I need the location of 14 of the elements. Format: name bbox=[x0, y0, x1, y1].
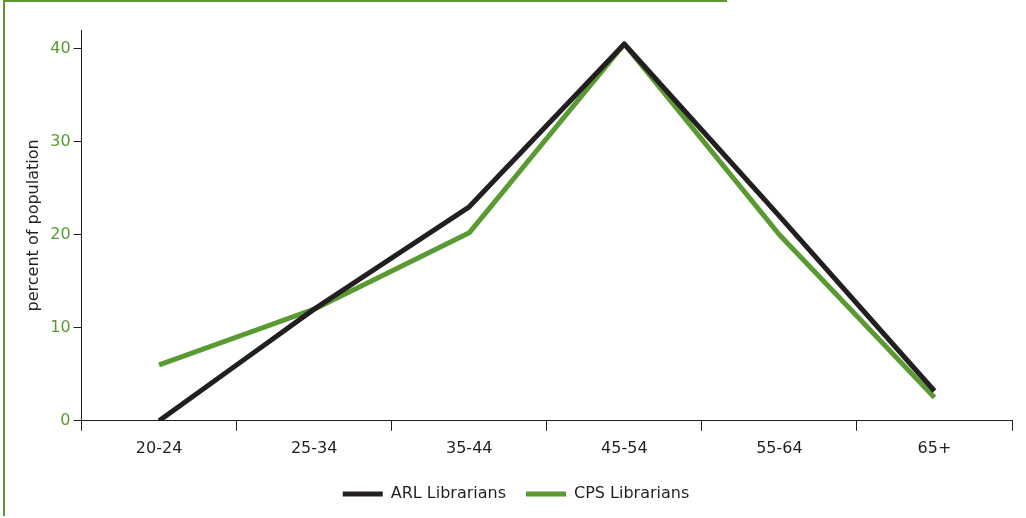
y-tick-label: 10 bbox=[50, 316, 71, 336]
x-tick-label: 20-24 bbox=[135, 437, 183, 457]
x-tick-label: 45-54 bbox=[601, 437, 648, 457]
x-tick-label: 35-44 bbox=[445, 437, 493, 457]
y-tick-label: 30 bbox=[50, 130, 71, 150]
x-tick-label: 55-64 bbox=[756, 437, 803, 457]
y-tick-label: 20 bbox=[50, 223, 71, 243]
y-tick-label: 0 bbox=[60, 409, 71, 429]
legend-label: CPS Librarians bbox=[574, 483, 690, 503]
x-tick-label: 25-34 bbox=[290, 437, 338, 457]
x-tick-label: 65+ bbox=[917, 437, 952, 457]
legend-label: ARL Librarians bbox=[390, 483, 506, 503]
y-tick-label: 40 bbox=[50, 37, 71, 57]
y-axis-title: percent of population bbox=[22, 139, 42, 312]
